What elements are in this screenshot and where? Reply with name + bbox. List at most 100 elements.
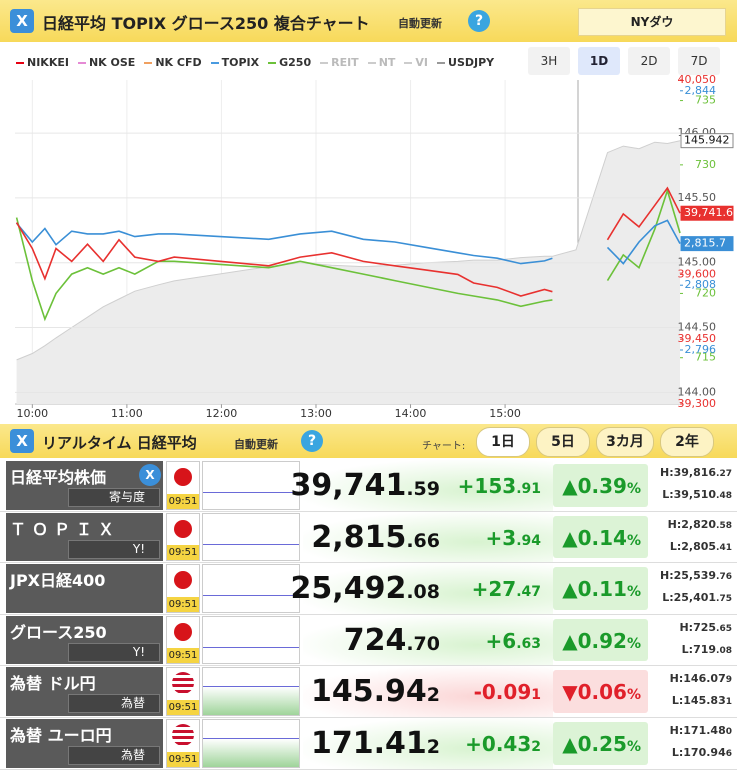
pct-main: ▲0.25 [562,732,627,756]
line [15,187,681,322]
high-main: H:725 [679,620,717,634]
pct-sub: % [626,532,641,549]
price-cell [303,614,553,666]
legend-label: G250 [279,56,312,69]
row-name: グロース250 [10,622,107,642]
high-main: H:39,816 [659,466,717,479]
period-tab[interactable]: 2年 [660,427,714,457]
low: L:25,401.75 [662,591,732,604]
low: L:2,805.41 [670,540,732,553]
change-main: -0.09 [473,680,532,705]
price-main: 724 [343,622,407,658]
row-name: 日経平均株価 [10,468,107,487]
pct-sub: % [626,481,641,497]
change-main: +3 [485,525,517,550]
x-icon[interactable]: X [10,429,34,453]
pct-cell [553,722,648,765]
y-tick-label: 715 [695,351,716,364]
price: 724.70 [344,623,440,658]
high-main: H:25,539 [659,569,717,583]
high-main: H:2,820 [667,517,717,531]
flag-jp [174,571,192,590]
high: H:171.48 0 [670,724,732,737]
legend-item: NIKKEI [16,56,69,69]
change: +153.91 [458,474,541,498]
range-button[interactable]: 3H [528,47,570,75]
legend-item: NT [367,56,396,69]
high: H:25,539.76 [660,569,732,582]
legend-swatch [210,61,219,64]
legend-swatch [16,61,24,64]
mini-line [203,595,299,597]
legend-item: USDJPY [437,56,494,69]
x-icon[interactable]: X [10,9,34,33]
quote-row: 日経平均株価 X 寄与度 09:51 39,741.59 +153.91 ▲0.39% H:3… [0,460,737,512]
price-cell [303,511,553,563]
period-tab[interactable]: 3カ月 [596,427,654,457]
price-main: 25,492 [290,571,407,607]
legend: NIKKEI NK OSE NK CFD TOPIX G250 REIT NT VI USDJP… [16,56,494,69]
change-main: +153 [457,474,517,498]
row-button[interactable]: 為替 [68,746,160,765]
last-value-box [680,236,734,252]
legend-label: REIT [331,56,359,69]
change: +3.94 [486,526,542,550]
row-time: 09:51 [167,751,199,767]
legend-item: REIT [320,56,359,69]
period-tab[interactable]: 5日 [536,427,590,457]
change-main: +6 [485,628,517,653]
low: L:39,510.48 [662,488,732,501]
range-button[interactable]: 7D [678,47,720,75]
pct: ▲0.39% [562,474,641,498]
x-icon[interactable]: X [139,464,161,486]
price: 39,741.59 [291,468,440,503]
price: 25,492.08 [291,571,440,606]
mini-chart [202,667,300,716]
row-time: 09:51 [167,648,199,664]
help-icon[interactable]: ? [468,10,490,32]
pct: ▲0.92% [562,629,641,653]
legend-swatch [320,61,329,64]
mini-chart [202,564,300,613]
help-icon[interactable]: ? [301,430,323,452]
legend-item: TOPIX [210,56,259,69]
last-value-label: 145.942 [684,134,730,147]
row-button[interactable]: Y! [68,539,160,559]
price: 145.94 2 [311,674,440,709]
legend-label: USDJPY [448,56,495,69]
x-tick-label: 14:00 [395,407,427,420]
period-tab[interactable]: 1日 [476,427,530,457]
quote-row: グロース250 Y! 09:51 724.70 +6.63 ▲0.92% H:725.65 L… [0,614,737,667]
high: H:725.65 [679,621,732,634]
pct: ▲0.11% [562,577,641,601]
y-tick-label: 40,050 [678,73,717,86]
high-main: H:146.07 [669,672,726,686]
low-sub: .75 [716,594,732,605]
row-button[interactable]: 寄与度 [68,488,160,507]
legend-swatch [367,61,376,64]
legend-label: NK OSE [88,56,136,69]
row-button[interactable]: Y! [68,642,160,662]
line [15,186,681,297]
price-cell [303,666,553,717]
row-button[interactable]: 為替 [68,694,160,714]
area [16,140,681,404]
price-sub: .59 [406,478,440,500]
pct-main: ▲0.39 [562,474,627,498]
row-name: 為替 ドル円 [10,674,96,694]
range-button[interactable]: 2D [628,47,670,75]
legend-label: NT [378,56,396,69]
high-sub: .58 [716,520,732,531]
low: L:145.83 1 [672,694,732,707]
y-tick-label: 2,808 [685,278,717,291]
price-sub: 2 [426,736,440,758]
quote-row: ＴＯＰＩＸ Y! 09:51 2,815.66 +3.94 ▲0.14% H:2,820.5… [0,511,737,564]
range-button[interactable]: 1D [578,47,620,75]
price-cell [303,718,553,769]
low-sub: .08 [716,645,732,656]
pct-main: ▲0.92 [562,628,627,653]
nydow-button[interactable]: NYダウ [578,8,726,36]
pct-sub: % [626,739,641,755]
mini-chart [202,719,300,768]
low-sub: .41 [716,542,732,553]
